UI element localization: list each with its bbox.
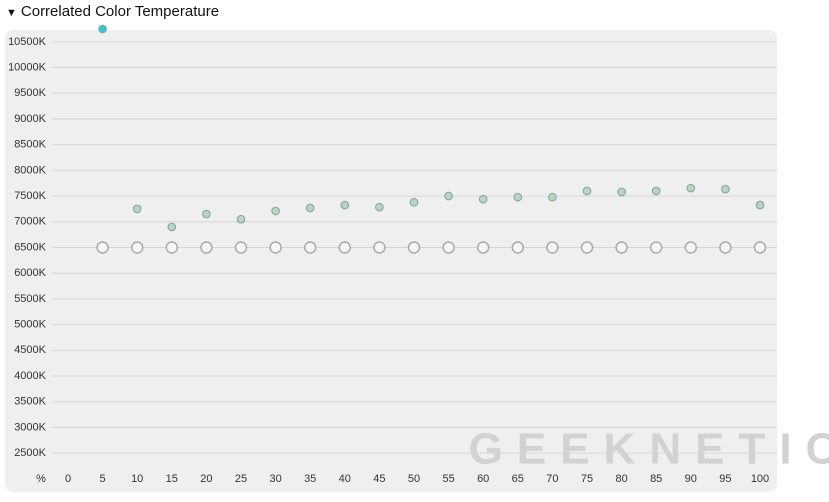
data-point	[719, 241, 732, 254]
y-tick-label: 5500K	[14, 293, 46, 305]
y-tick-label: 4000K	[14, 370, 46, 382]
x-tick-label: 0	[65, 473, 71, 485]
y-tick-label: 8000K	[14, 164, 46, 176]
data-point	[200, 241, 213, 254]
data-point	[202, 209, 211, 219]
data-point	[755, 200, 765, 210]
y-tick-label: 7000K	[14, 216, 46, 228]
y-tick-label: 3000K	[14, 421, 46, 433]
section-header[interactable]: ▼ Correlated Color Temperature	[6, 3, 220, 20]
y-tick-label: 10500K	[8, 36, 47, 48]
y-tick-label: 6500K	[14, 241, 46, 253]
data-point	[165, 241, 179, 254]
x-tick-label: 100	[751, 473, 769, 485]
x-tick-label: 55	[442, 473, 454, 485]
data-point	[234, 241, 248, 254]
x-tick-label: 5	[100, 473, 106, 485]
x-tick-label: 35	[304, 473, 316, 485]
data-point	[98, 24, 107, 34]
data-point	[303, 241, 317, 254]
x-tick-label: 60	[477, 473, 489, 485]
y-tick-label: 6000K	[14, 267, 46, 279]
data-point	[373, 241, 386, 254]
data-point	[96, 241, 109, 254]
y-tick-label: 3500K	[14, 396, 46, 408]
data-point	[409, 197, 419, 207]
data-point	[546, 241, 559, 254]
data-point	[511, 241, 525, 254]
data-point	[407, 241, 421, 254]
x-tick-label: 80	[615, 473, 627, 485]
y-tick-label: 10000K	[8, 61, 47, 73]
x-tick-label: 40	[339, 473, 351, 485]
data-point	[340, 200, 350, 210]
x-tick-label: 15	[166, 473, 178, 485]
x-tick-label: 45	[373, 473, 385, 485]
x-tick-label: 25	[235, 473, 247, 485]
data-point	[513, 192, 523, 202]
y-tick-label: 5000K	[14, 319, 46, 331]
x-tick-label: 20	[200, 473, 212, 485]
y-tick-label: 7500K	[14, 190, 46, 202]
data-point	[580, 241, 594, 254]
x-tick-label: 75	[581, 473, 593, 485]
y-tick-label: 2500K	[14, 447, 46, 459]
data-point	[269, 241, 282, 254]
x-tick-label: 95	[719, 473, 731, 485]
plot-panel	[5, 30, 777, 492]
y-tick-label: 4500K	[14, 344, 46, 356]
x-tick-label: 65	[512, 473, 524, 485]
data-point	[548, 192, 557, 202]
y-tick-label: 9500K	[14, 87, 46, 99]
data-point	[442, 241, 455, 254]
data-point	[375, 202, 384, 212]
data-point	[721, 184, 730, 194]
y-tick-label: 9000K	[14, 113, 46, 125]
y-tick-label: 8500K	[14, 139, 46, 151]
data-point	[305, 203, 315, 213]
data-point	[338, 241, 352, 254]
data-point	[582, 186, 592, 196]
x-tick-label: 85	[650, 473, 662, 485]
chart-title: Correlated Color Temperature	[20, 3, 220, 20]
data-point	[132, 204, 142, 214]
data-point	[167, 222, 177, 232]
watermark: GEEKNETIC	[469, 425, 829, 474]
data-point	[649, 241, 663, 254]
data-point	[236, 214, 246, 224]
data-point	[478, 194, 488, 204]
x-axis-label: %	[36, 473, 46, 485]
x-tick-label: 50	[408, 473, 420, 485]
data-point	[753, 241, 767, 254]
x-tick-label: 90	[685, 473, 697, 485]
data-point	[444, 191, 453, 201]
data-point	[130, 241, 144, 254]
data-point	[651, 186, 661, 196]
data-point	[686, 183, 696, 193]
data-point	[615, 241, 628, 254]
data-point	[271, 206, 280, 216]
data-point	[476, 241, 490, 254]
x-tick-label: 70	[546, 473, 558, 485]
x-tick-label: 30	[269, 473, 281, 485]
x-tick-label: 10	[131, 473, 143, 485]
data-point	[684, 241, 698, 254]
data-point	[617, 187, 626, 197]
